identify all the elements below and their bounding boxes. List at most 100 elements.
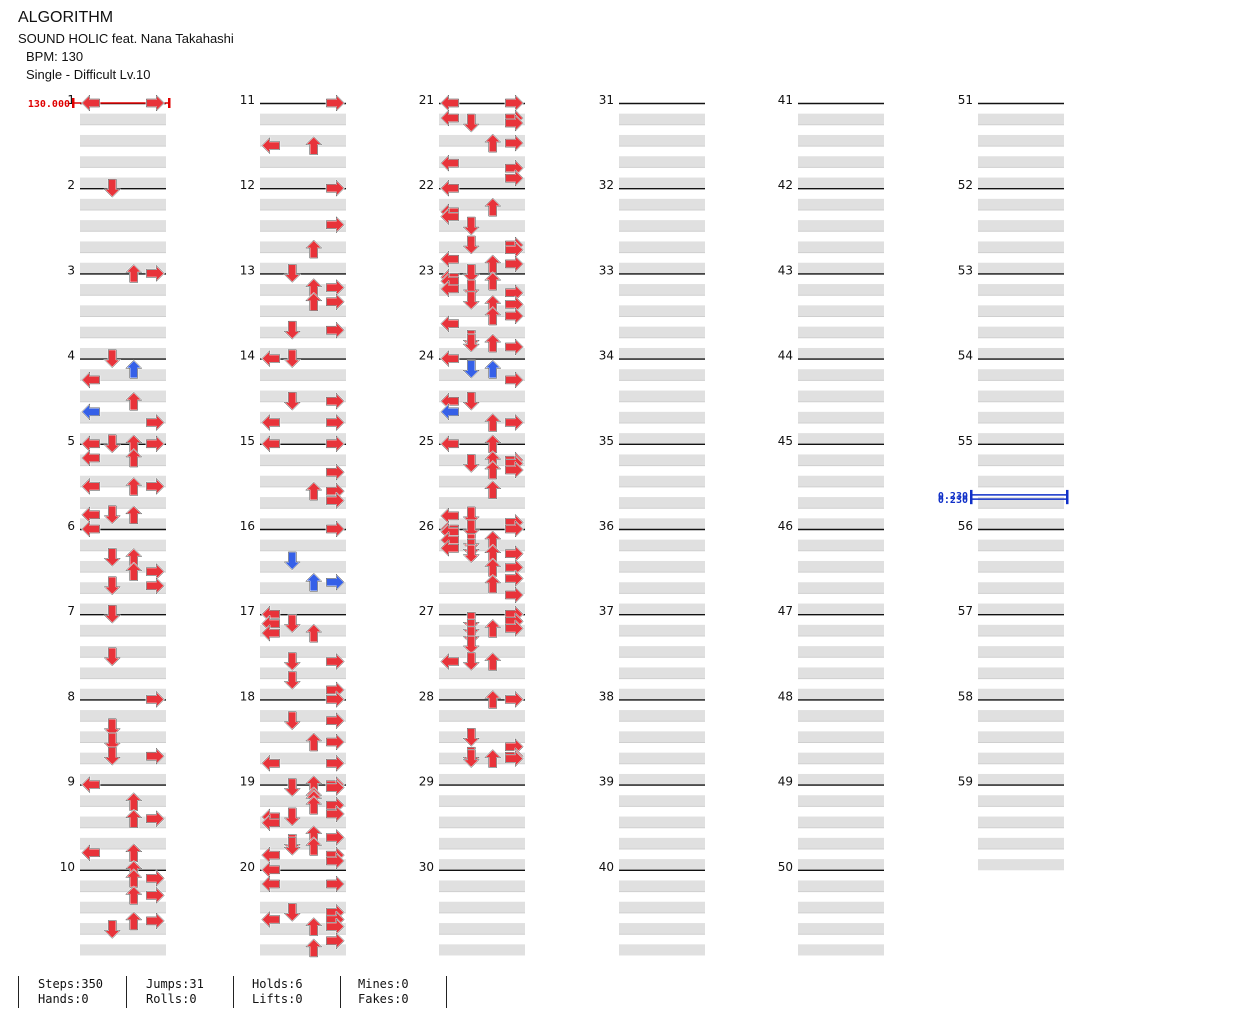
beat-band bbox=[439, 624, 525, 636]
arrow-note-d bbox=[462, 216, 480, 236]
arrow-note-l bbox=[440, 250, 460, 268]
beat-band bbox=[798, 305, 884, 317]
beat-band bbox=[439, 518, 525, 530]
arrow-note-d bbox=[462, 453, 480, 474]
beat-band bbox=[260, 347, 346, 360]
arrow-note-r bbox=[325, 652, 345, 671]
beat-band bbox=[439, 795, 525, 807]
arrow-note-r bbox=[504, 586, 524, 604]
measure-number: 59 bbox=[958, 775, 973, 789]
arrow-note-r bbox=[325, 690, 345, 709]
beat-band bbox=[798, 646, 884, 658]
beat-band bbox=[80, 688, 166, 700]
measure-number: 13 bbox=[240, 263, 255, 277]
measure: 46 bbox=[778, 519, 884, 615]
beat-band bbox=[260, 433, 346, 445]
arrow-note-l bbox=[261, 754, 281, 772]
beat-band bbox=[619, 262, 705, 274]
measure-number: 21 bbox=[419, 93, 434, 107]
beat-band bbox=[439, 923, 525, 935]
beat-band bbox=[978, 560, 1064, 573]
beat-band bbox=[798, 624, 884, 636]
beat-band bbox=[978, 454, 1064, 466]
measure: 20 bbox=[240, 860, 346, 956]
arrow-note-l bbox=[440, 349, 460, 368]
arrow-note-r bbox=[325, 754, 345, 772]
arrow-note-l bbox=[440, 154, 460, 172]
beat-band bbox=[978, 198, 1064, 210]
arrow-note-d bbox=[283, 391, 301, 411]
arrow-note-u bbox=[484, 306, 502, 326]
beat-band bbox=[978, 518, 1064, 530]
stat-holds: Holds:6 Lifts:0 bbox=[252, 977, 303, 1006]
beat-band bbox=[798, 688, 884, 700]
beat-band bbox=[619, 411, 705, 423]
beat-band bbox=[80, 454, 166, 466]
stat-steps: Steps:350 Hands:0 bbox=[38, 977, 104, 1006]
beat-band bbox=[619, 837, 705, 849]
beat-band bbox=[80, 816, 166, 828]
arrow-note-u bbox=[305, 916, 323, 937]
beat-band bbox=[260, 773, 346, 786]
measure-number: 27 bbox=[419, 604, 434, 618]
beat-band bbox=[80, 113, 166, 125]
beat-band bbox=[80, 923, 166, 935]
measure: 16 bbox=[240, 519, 346, 615]
arrow-note-r bbox=[325, 179, 345, 197]
beat-band bbox=[619, 284, 705, 296]
arrow-note-r bbox=[325, 805, 345, 823]
beat-band bbox=[978, 284, 1064, 296]
measure-number: 11 bbox=[240, 93, 255, 107]
beat-band bbox=[260, 560, 346, 573]
arrow-note-d bbox=[103, 718, 121, 738]
beat-band bbox=[978, 859, 1064, 871]
beat-band bbox=[798, 220, 884, 232]
beat-band bbox=[439, 837, 525, 849]
beat-band bbox=[439, 944, 525, 956]
beat-band bbox=[978, 603, 1064, 615]
arrow-note-u bbox=[305, 795, 323, 815]
arrow-note-u bbox=[305, 938, 323, 958]
measure: 38 bbox=[599, 689, 705, 786]
beat-band bbox=[619, 369, 705, 381]
beat-band bbox=[260, 795, 346, 807]
stop-marker: 0.230 bbox=[938, 494, 1069, 506]
arrow-note-r bbox=[325, 216, 345, 234]
beat-band bbox=[260, 156, 346, 168]
arrow-note-r bbox=[504, 134, 524, 152]
beat-band bbox=[439, 177, 525, 189]
arrow-note-u bbox=[305, 572, 323, 592]
measure: 52 bbox=[958, 178, 1064, 274]
beat-band bbox=[80, 582, 166, 594]
beat-band bbox=[80, 901, 166, 913]
stat-jumps: Jumps:31 Rolls:0 bbox=[146, 977, 204, 1006]
beat-band bbox=[80, 241, 166, 253]
arrow-note-r bbox=[325, 94, 345, 112]
arrow-note-d bbox=[462, 651, 480, 672]
measure: 58 bbox=[958, 689, 1064, 786]
measure: 33 bbox=[599, 263, 705, 360]
stats-divider bbox=[18, 976, 21, 1008]
beat-band bbox=[260, 837, 346, 849]
beat-band bbox=[80, 156, 166, 168]
measure-number: 57 bbox=[958, 604, 973, 618]
measure: 44 bbox=[778, 349, 884, 445]
arrow-note-d bbox=[103, 732, 121, 752]
beat-band bbox=[80, 731, 166, 743]
beat-band bbox=[798, 518, 884, 530]
beat-band bbox=[978, 433, 1064, 445]
step-chart: 1234567891011121314151617181920212223242… bbox=[28, 93, 1069, 958]
beat-band bbox=[260, 603, 346, 615]
measure-number: 55 bbox=[958, 434, 973, 448]
measure-number: 20 bbox=[240, 860, 255, 874]
measure-number: 10 bbox=[60, 860, 75, 874]
beat-band bbox=[260, 284, 346, 296]
measure-number: 22 bbox=[419, 178, 434, 192]
beat-band bbox=[439, 901, 525, 913]
measure: 56 bbox=[958, 519, 1064, 615]
arrow-note-d bbox=[462, 727, 480, 747]
measure-number: 6 bbox=[67, 519, 75, 533]
chart-difficulty: Single - Difficult Lv.10 bbox=[26, 67, 151, 82]
stats-divider bbox=[446, 976, 449, 1008]
song-title: ALGORITHM bbox=[18, 9, 114, 26]
